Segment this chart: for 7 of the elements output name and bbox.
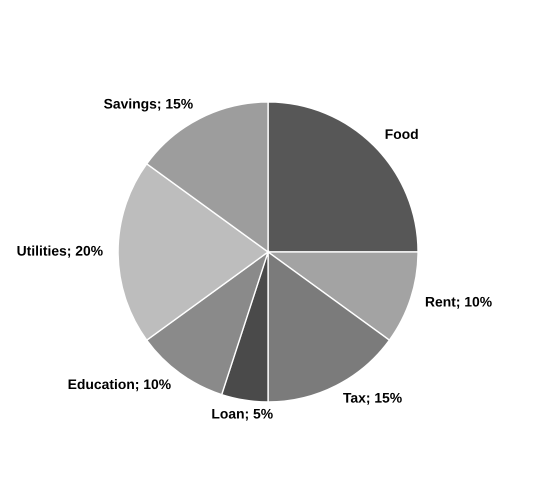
slice-label: Tax; 15% bbox=[343, 392, 402, 405]
slice-label: Loan; 5% bbox=[212, 408, 273, 421]
slice-label: Rent; 10% bbox=[426, 296, 492, 309]
slice-label: Utilities; 20% bbox=[17, 246, 103, 258]
slice-label: Savings; 15% bbox=[104, 98, 193, 112]
slice-label: Education; 10% bbox=[68, 378, 171, 392]
slice-label: Food bbox=[386, 128, 418, 140]
